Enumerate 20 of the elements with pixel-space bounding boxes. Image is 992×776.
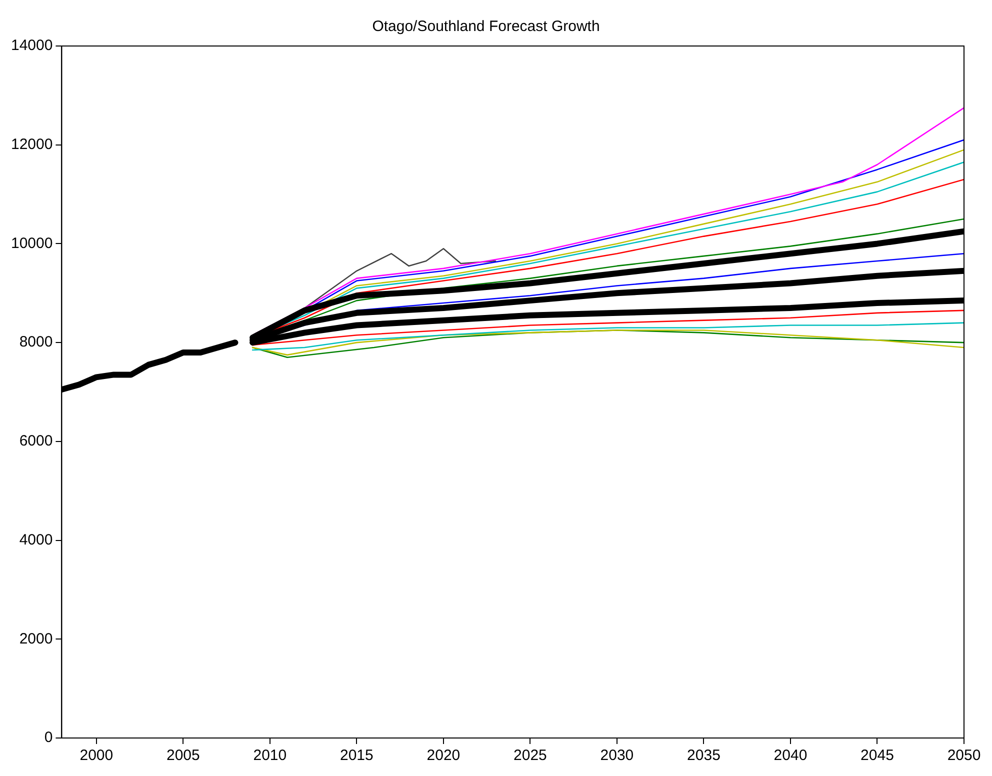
x-tick-label: 2030 (600, 747, 634, 764)
x-tick-label: 2045 (860, 747, 894, 764)
y-tick-label: 4000 (19, 531, 53, 548)
y-tick-label: 8000 (19, 334, 53, 351)
x-tick-label: 2020 (426, 747, 460, 764)
chart-title: Otago/Southland Forecast Growth (372, 18, 600, 36)
y-tick-label: 10000 (10, 234, 53, 252)
y-tick-label: 0 (44, 729, 53, 746)
y-tick-label: 14000 (10, 37, 53, 54)
x-tick-label: 2005 (166, 747, 200, 764)
y-tick-label: 2000 (19, 630, 53, 648)
x-tick-label: 2025 (514, 747, 547, 764)
y-tick-label: 12000 (10, 136, 53, 153)
x-tick-label: 2010 (253, 747, 287, 764)
x-tick-label: 2050 (947, 747, 981, 764)
x-tick-label: 2015 (340, 747, 374, 764)
x-tick-label: 2000 (80, 747, 114, 764)
x-tick-label: 2040 (774, 747, 808, 764)
x-tick-label: 2035 (687, 747, 720, 764)
y-tick-label: 6000 (19, 432, 53, 450)
